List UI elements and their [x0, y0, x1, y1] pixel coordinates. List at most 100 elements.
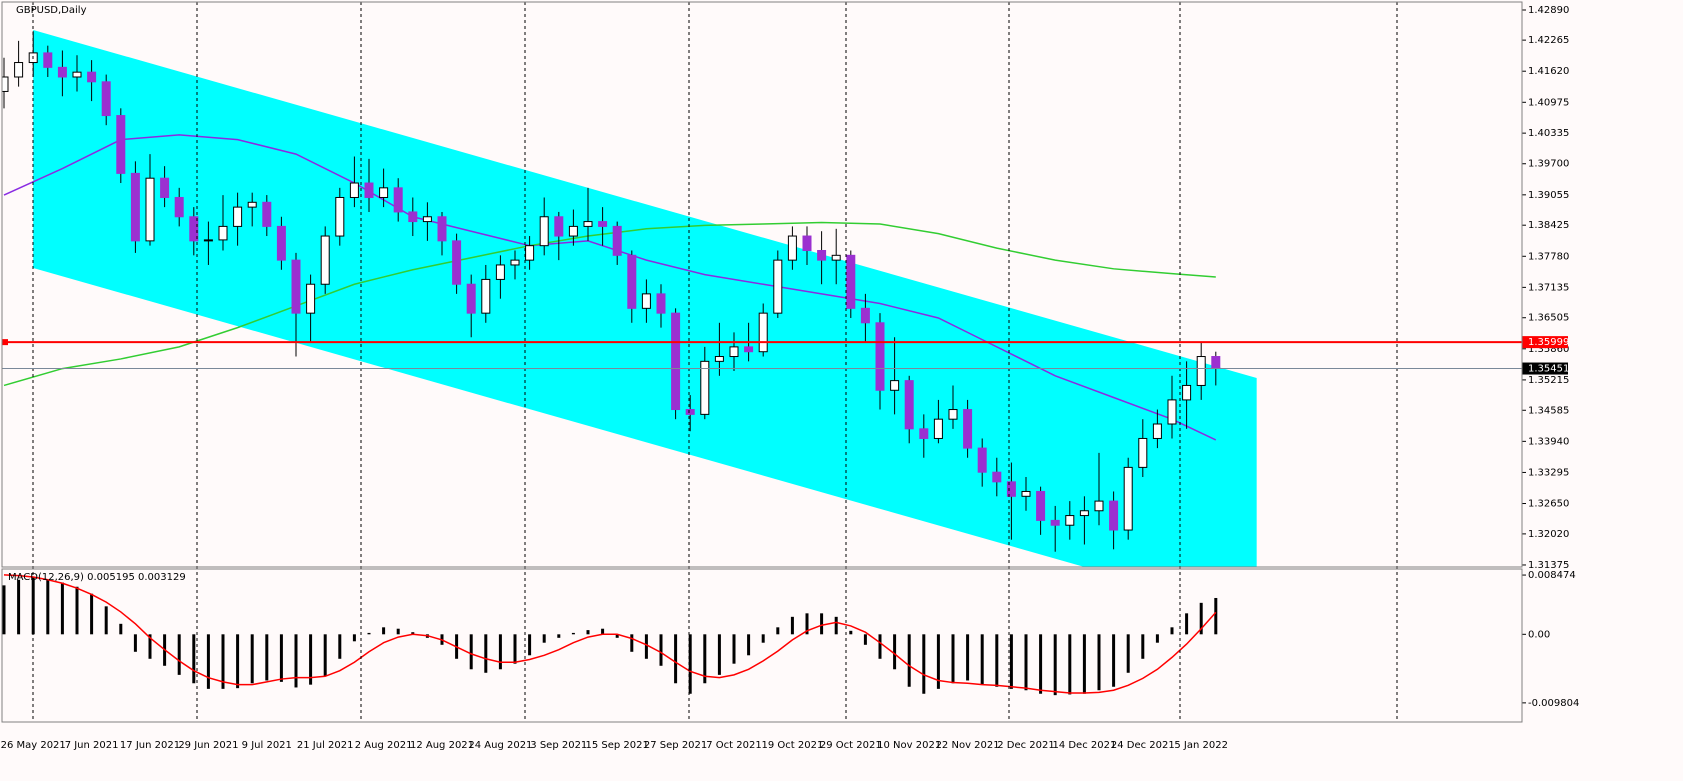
x-tick-label: 10 Nov 2021	[877, 740, 941, 751]
candle-body	[627, 254, 637, 309]
candle-body	[145, 177, 155, 242]
macd-bar	[221, 634, 225, 689]
level-label-box	[1522, 336, 1568, 349]
candle-body	[641, 293, 651, 309]
x-tick-label: 22 Nov 2021	[936, 740, 1000, 751]
candle-body	[963, 409, 973, 449]
candle-body	[510, 259, 520, 266]
macd-bar	[1112, 634, 1116, 687]
x-tick-label: 9 Jul 2021	[242, 740, 292, 751]
x-tick-label: 24 Aug 2021	[468, 740, 532, 751]
candle-body	[787, 235, 797, 261]
macd-bar	[688, 634, 692, 694]
x-tick-label: 2 Dec 2021	[997, 740, 1055, 751]
macd-bar	[90, 593, 94, 635]
x-tick-label: 17 Jun 2021	[120, 740, 180, 751]
macd-bar	[863, 634, 867, 645]
macd-bar	[732, 634, 736, 664]
candle-body	[919, 428, 929, 439]
candle-body	[802, 235, 812, 251]
y-tick-label: 1.39700	[1528, 159, 1569, 170]
candle-body	[335, 196, 345, 237]
candle-body	[320, 235, 330, 285]
macd-bar	[1185, 613, 1189, 635]
candle-body	[203, 239, 213, 242]
candle-body	[612, 225, 622, 256]
candle-body	[14, 62, 24, 78]
candle-body	[773, 259, 783, 314]
candle-body	[860, 307, 870, 324]
macd-bar	[279, 634, 283, 682]
y-tick-label: 1.34585	[1528, 405, 1569, 416]
candle-body	[568, 225, 578, 237]
candle-body	[262, 201, 272, 227]
candle-body	[364, 182, 374, 198]
level-label: 1.35999	[1528, 337, 1569, 348]
x-tick-label: 27 Sep 2021	[644, 740, 707, 751]
candle-body	[539, 216, 549, 247]
y-tick-label: 1.35860	[1528, 344, 1569, 355]
macd-bar	[1039, 634, 1043, 694]
candle-body	[525, 245, 535, 261]
macd-bar	[382, 627, 386, 635]
macd-bar	[148, 634, 152, 659]
macd-bar	[747, 634, 751, 656]
candle-body	[890, 380, 900, 391]
y-tick-label: 1.32020	[1528, 529, 1569, 540]
x-tick-label: 12 Aug 2021	[410, 740, 474, 751]
candle-body	[1050, 519, 1060, 526]
candle-body	[744, 346, 754, 353]
x-tick-label: 24 Dec 2021	[1111, 740, 1175, 751]
macd-bar	[60, 582, 64, 635]
macd-bar	[250, 634, 254, 684]
y-tick-label: 1.40335	[1528, 128, 1569, 139]
candle-body	[87, 71, 97, 83]
candle-body	[422, 216, 432, 223]
macd-bar	[776, 627, 780, 635]
candle-body	[714, 356, 724, 362]
macd-bar	[75, 586, 79, 635]
macd-bar	[659, 634, 663, 666]
macd-bar	[469, 634, 473, 670]
macd-bar	[31, 576, 35, 635]
x-tick-label: 29 Jun 2021	[178, 740, 238, 751]
candle-body	[671, 312, 681, 411]
candle-body	[233, 206, 243, 227]
macd-title: MACD(12,26,9) 0.005195 0.003129	[8, 572, 186, 583]
macd-bar	[805, 613, 809, 635]
candle-body	[379, 187, 389, 198]
candle-body	[1094, 500, 1104, 512]
candle-body	[554, 216, 564, 237]
candle-body	[189, 216, 199, 242]
candle-body	[1152, 423, 1162, 439]
macd-bar	[571, 632, 575, 635]
x-tick-label: 3 Sep 2021	[530, 740, 587, 751]
candle-body	[437, 216, 447, 242]
macd-bar	[411, 632, 415, 635]
candle-body	[57, 66, 67, 78]
y-tick-label: 1.31375	[1528, 560, 1569, 571]
macd-bar	[907, 634, 911, 687]
macd-panel	[2, 574, 1218, 696]
y-tick-label: 0.00	[1528, 629, 1550, 640]
candle-body	[160, 177, 170, 198]
macd-bar	[761, 634, 765, 643]
macd-bar	[528, 634, 532, 656]
candle-body	[43, 52, 53, 68]
candle-body	[116, 115, 126, 174]
macd-bar	[192, 634, 196, 684]
candle-body	[1109, 500, 1119, 531]
candle-body	[452, 240, 462, 285]
candle-body	[174, 196, 184, 218]
candle-body	[1138, 437, 1148, 468]
candle-body	[831, 254, 841, 261]
candle-body	[276, 225, 286, 261]
candle-body	[1167, 399, 1177, 425]
y-tick-label: 1.35215	[1528, 375, 1569, 386]
y-tick-label: 1.32650	[1528, 499, 1569, 510]
macd-bar	[498, 634, 502, 670]
macd-bar	[1082, 634, 1086, 694]
macd-bar	[644, 634, 648, 659]
y-tick-label: 1.39055	[1528, 190, 1569, 201]
macd-bar	[396, 628, 400, 635]
